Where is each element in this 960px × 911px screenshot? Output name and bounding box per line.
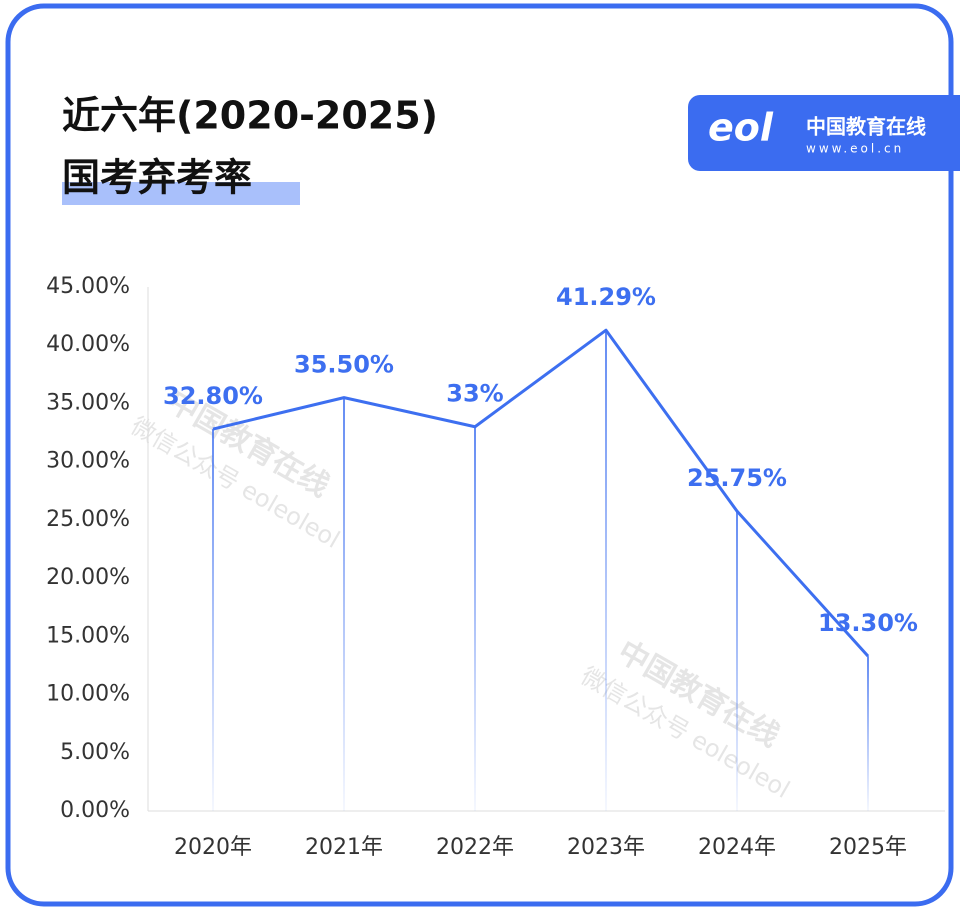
data-label: 35.50% — [294, 351, 394, 379]
drop-line — [605, 330, 607, 811]
x-tick-label: 2024年 — [698, 835, 776, 860]
data-label: 32.80% — [163, 382, 263, 410]
title: 国考弃考率 — [62, 156, 252, 200]
y-tick-label: 35.00% — [46, 390, 130, 415]
title-highlight — [62, 182, 300, 205]
drop-line — [212, 429, 214, 811]
y-tick-label: 20.00% — [46, 565, 130, 590]
y-tick-label: 30.00% — [46, 449, 130, 474]
logo-box — [688, 95, 960, 171]
drop-line — [474, 426, 476, 811]
y-tick-label: 45.00% — [46, 274, 130, 299]
data-label: 41.29% — [556, 283, 656, 311]
y-tick-label: 10.00% — [46, 682, 130, 707]
data-label: 33% — [446, 380, 503, 408]
x-tick-label: 2020年 — [174, 835, 252, 860]
data-label: 25.75% — [687, 464, 787, 492]
title: 近六年(2020-2025) — [62, 94, 438, 138]
y-tick-label: 25.00% — [46, 507, 130, 532]
drop-line — [736, 511, 738, 811]
data-label: 13.30% — [818, 609, 918, 637]
x-tick-label: 2025年 — [829, 835, 907, 860]
x-tick-label: 2022年 — [436, 835, 514, 860]
y-tick-label: 40.00% — [46, 332, 130, 357]
logo-name: 中国教育在线 — [806, 115, 926, 139]
logo-url: www.eol.cn — [806, 142, 904, 156]
y-tick-label: 0.00% — [60, 798, 130, 823]
y-tick-label: 5.00% — [60, 740, 130, 765]
drop-line — [867, 656, 869, 811]
logo-mark: eol — [708, 106, 774, 150]
frame — [5, 3, 954, 907]
drop-line — [343, 397, 345, 811]
line — [212, 328, 870, 658]
x-tick-label: 2021年 — [305, 835, 383, 860]
y-tick-label: 15.00% — [46, 623, 130, 648]
x-tick-label: 2023年 — [567, 835, 645, 860]
